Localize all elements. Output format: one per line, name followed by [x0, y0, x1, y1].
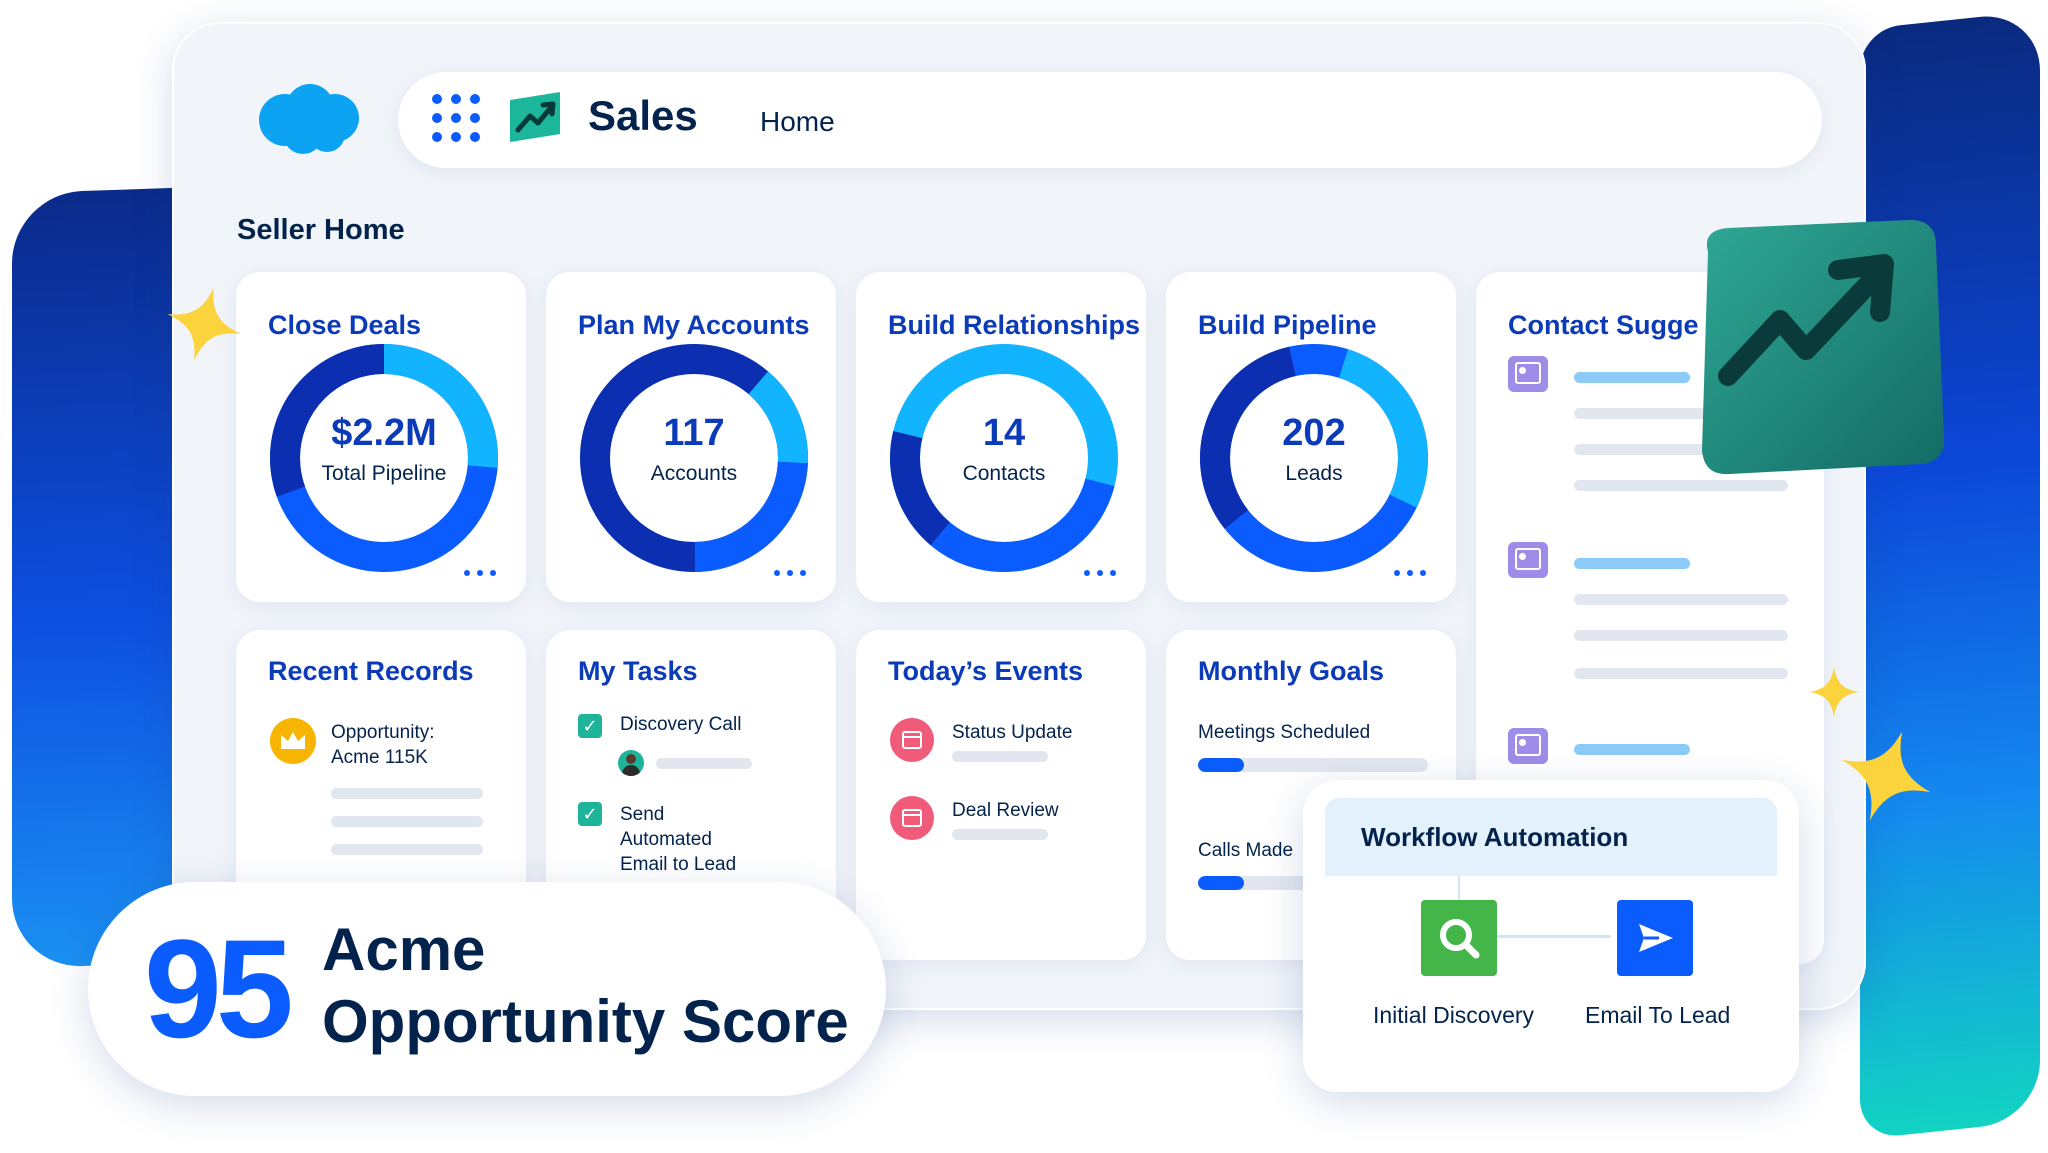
more-options-icon[interactable]	[1394, 570, 1426, 576]
record-label[interactable]: Opportunity:	[331, 722, 435, 743]
score-title-line1: Acme	[322, 916, 486, 983]
sparkle-icon	[1809, 667, 1859, 717]
workflow-title: Workflow Automation	[1361, 822, 1629, 852]
task-label[interactable]: Email to Lead	[620, 854, 737, 875]
card-title: Plan My Accounts	[578, 310, 810, 340]
event-label[interactable]: Deal Review	[952, 800, 1059, 821]
placeholder-line	[1574, 558, 1690, 569]
placeholder-line	[952, 751, 1048, 762]
contact-card-icon	[1508, 542, 1548, 578]
card-metric-label: Total Pipeline	[321, 462, 447, 485]
score-title-line2: Opportunity Score	[322, 988, 849, 1055]
accounts-donut-chart	[580, 344, 808, 572]
goal-label: Meetings Scheduled	[1198, 722, 1371, 743]
salesforce-cloud-logo	[259, 84, 359, 154]
sparkle-icon	[1841, 731, 1931, 821]
card-build-pipeline[interactable]: Build Pipeline 202 Leads	[1166, 272, 1456, 602]
background-panel-right	[1860, 10, 2040, 1140]
goal-label: Calls Made	[1198, 840, 1294, 861]
workflow-connector	[1497, 935, 1611, 938]
placeholder-line	[1574, 372, 1690, 383]
calendar-icon	[890, 796, 934, 840]
leads-donut-chart	[1200, 344, 1428, 572]
placeholder-line	[1574, 480, 1788, 491]
task-label[interactable]: Discovery Call	[620, 714, 742, 735]
card-title: Close Deals	[268, 310, 422, 340]
workflow-step-initial-discovery[interactable]	[1421, 900, 1497, 976]
card-todays-events[interactable]: Today’s Events Status Update Deal Review	[856, 630, 1146, 960]
more-options-icon[interactable]	[464, 570, 496, 576]
contact-card-icon	[1508, 356, 1548, 392]
goal-progress-fill	[1198, 876, 1244, 890]
placeholder-line	[1574, 444, 1788, 455]
placeholder-line	[331, 816, 483, 827]
crown-icon	[270, 718, 316, 764]
contacts-donut-chart	[890, 344, 1118, 572]
trend-up-3d-icon	[1702, 220, 1945, 475]
task-label[interactable]: Send	[620, 804, 665, 825]
card-title: Contact Sugge	[1508, 310, 1699, 340]
card-title: Monthly Goals	[1198, 656, 1385, 686]
card-build-relationships[interactable]: Build Relationships 14 Contacts	[856, 272, 1146, 602]
page-title: Seller Home	[237, 214, 405, 246]
card-metric-label: Accounts	[650, 462, 738, 485]
card-title: Build Relationships	[888, 310, 1141, 340]
placeholder-line	[1574, 594, 1788, 605]
contact-card-icon	[1508, 728, 1548, 764]
app-launcher-icon[interactable]	[432, 94, 480, 142]
card-metric-value: 14	[982, 412, 1026, 454]
more-options-icon[interactable]	[1084, 570, 1116, 576]
placeholder-line	[1574, 630, 1788, 641]
card-title: Recent Records	[268, 656, 474, 686]
record-name[interactable]: Acme 115K	[331, 747, 428, 768]
card-metric-value: $2.2M	[331, 412, 437, 454]
card-metric-value: 117	[663, 412, 725, 454]
avatar	[618, 750, 644, 776]
sparkle-icon	[167, 287, 241, 361]
checkbox-checked-icon[interactable]: ✓	[578, 714, 602, 738]
checkbox-checked-icon[interactable]: ✓	[578, 802, 602, 826]
goal-progress-fill	[1198, 758, 1244, 772]
placeholder-line	[656, 758, 752, 769]
placeholder-line	[1574, 668, 1788, 679]
task-label[interactable]: Automated	[620, 829, 712, 850]
workflow-step-label: Initial Discovery	[1373, 1002, 1535, 1028]
card-title: My Tasks	[578, 656, 698, 686]
workflow-step-label: Email To Lead	[1585, 1002, 1731, 1028]
workflow-header	[1325, 798, 1777, 876]
workflow-connector	[1458, 876, 1460, 922]
card-metric-label: Leads	[1285, 462, 1343, 485]
card-title: Build Pipeline	[1198, 310, 1377, 340]
card-metric-label: Contacts	[962, 462, 1046, 485]
card-plan-my-accounts[interactable]: Plan My Accounts 117 Accounts	[546, 272, 836, 602]
nav-tab-home[interactable]: Home	[760, 106, 835, 137]
event-label[interactable]: Status Update	[952, 722, 1073, 743]
more-options-icon[interactable]	[774, 570, 806, 576]
global-header	[398, 72, 1822, 168]
card-close-deals[interactable]: Close Deals $2.2M Total Pipeline	[236, 272, 526, 602]
app-title: Sales	[588, 92, 698, 139]
sales-app-icon	[510, 92, 560, 142]
opportunity-score-value: 95	[144, 910, 294, 1067]
placeholder-line	[331, 844, 483, 855]
workflow-step-email-to-lead[interactable]	[1617, 900, 1693, 976]
placeholder-line	[1574, 744, 1690, 755]
opportunity-score-card[interactable]: 95 Acme Opportunity Score	[88, 882, 886, 1096]
placeholder-line	[1574, 408, 1788, 419]
workflow-automation-card[interactable]: Workflow Automation Initial Discovery Em…	[1303, 780, 1799, 1092]
pipeline-donut-chart	[270, 344, 498, 572]
card-metric-value: 202	[1282, 412, 1346, 454]
card-title: Today’s Events	[888, 656, 1084, 686]
goal-progress-bar	[1198, 758, 1428, 772]
placeholder-line	[331, 788, 483, 799]
calendar-icon	[890, 718, 934, 762]
placeholder-line	[952, 829, 1048, 840]
send-icon	[1639, 924, 1673, 952]
search-icon	[1440, 919, 1480, 959]
